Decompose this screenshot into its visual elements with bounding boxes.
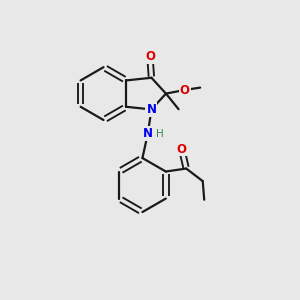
Text: N: N [142,127,152,140]
Text: O: O [145,50,155,63]
Text: N: N [146,103,156,116]
Text: O: O [177,142,187,155]
Text: H: H [156,129,164,139]
Text: O: O [180,83,190,97]
